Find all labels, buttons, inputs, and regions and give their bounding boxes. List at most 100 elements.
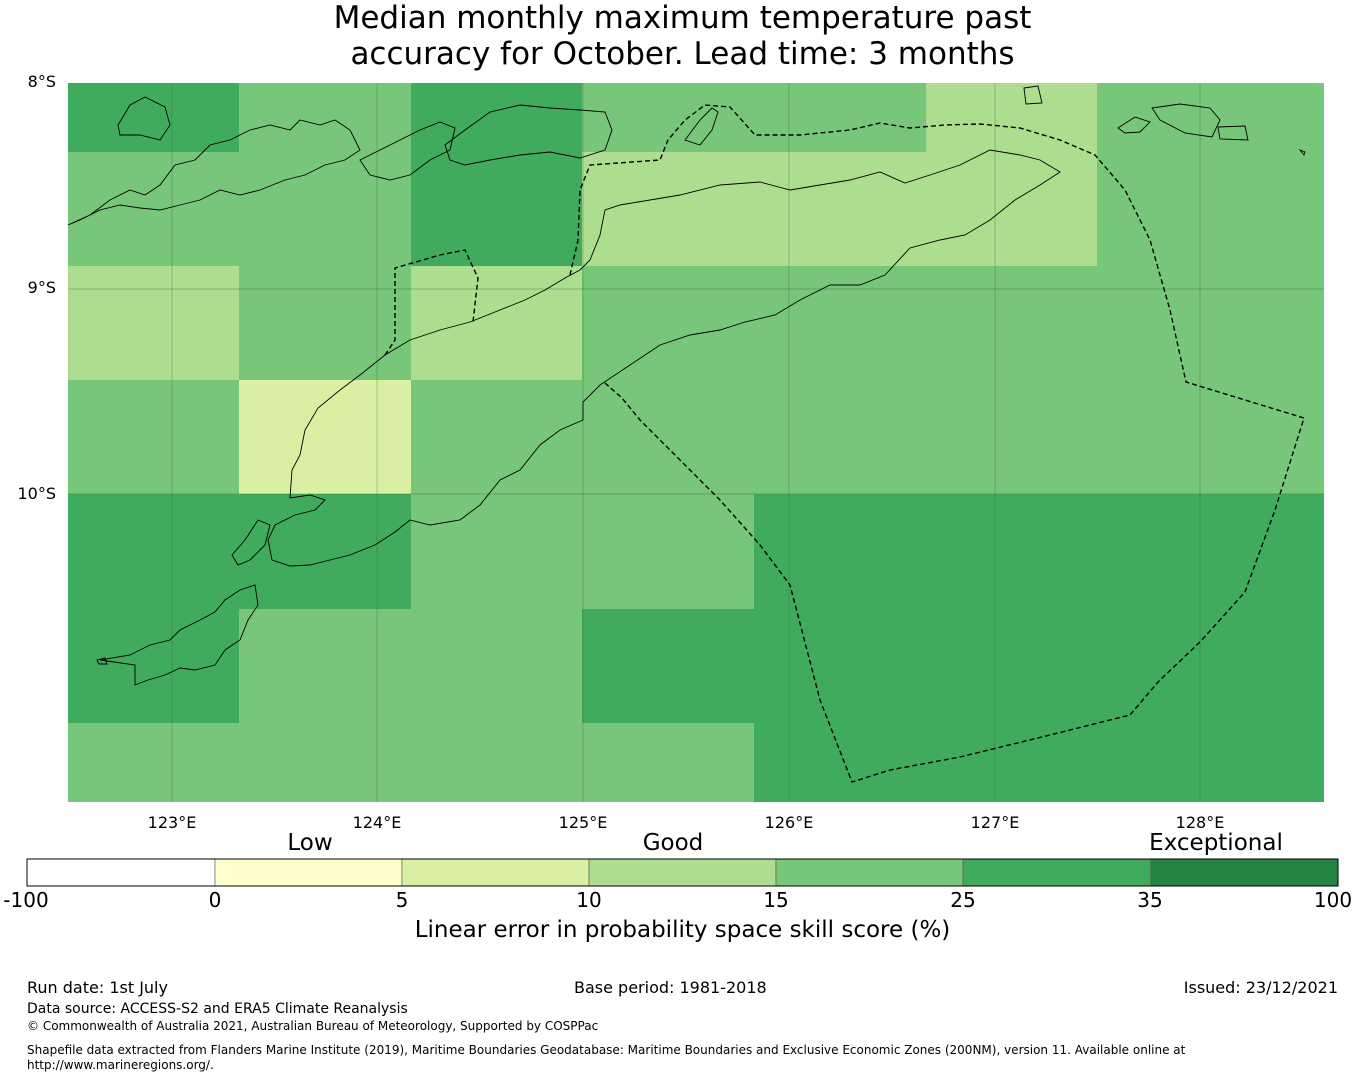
lat-label-8s: 8°S — [27, 72, 56, 91]
maritime-boundary — [384, 104, 1305, 783]
map-title: Median monthly maximum temperature past … — [0, 0, 1365, 72]
grid-cell — [754, 83, 926, 152]
category-exceptional: Exceptional — [1149, 830, 1283, 856]
grid-cell — [239, 609, 411, 723]
grid-cell — [926, 723, 1097, 802]
coastline-timor — [267, 149, 1061, 567]
grid-cell — [411, 494, 582, 609]
grid-cell — [754, 609, 926, 723]
title-line-1: Median monthly maximum temperature past — [333, 0, 1032, 36]
lon-label-127e: 127°E — [970, 813, 1020, 832]
grid-cell — [582, 723, 754, 802]
coastline-rote — [99, 584, 259, 686]
grid-cell — [411, 609, 582, 723]
coastline-flores — [67, 119, 361, 226]
gridlines — [68, 83, 1324, 802]
lon-label-125e: 125°E — [558, 813, 608, 832]
grid-cell — [68, 494, 239, 609]
grid-cell — [68, 83, 239, 152]
colorbar-segment — [962, 858, 1152, 887]
grid-cell — [754, 494, 926, 609]
grid-cell — [239, 266, 411, 380]
colorbar-tick: 5 — [395, 888, 409, 912]
grid-cell — [68, 380, 239, 494]
colorbar-tick: 100 — [1313, 888, 1353, 912]
colorbar-label: Linear error in probability space skill … — [414, 917, 951, 943]
grid-cell — [411, 83, 582, 152]
grid-cell — [926, 609, 1097, 723]
category-good: Good — [642, 830, 704, 856]
colorbar-tick: 15 — [763, 888, 789, 912]
grid-cell — [582, 380, 754, 494]
coastline-wetar — [444, 104, 613, 166]
colorbar-tick: 0 — [208, 888, 222, 912]
grid-cell — [582, 266, 754, 380]
lat-label-10s: 10°S — [17, 484, 56, 503]
grid-cell — [411, 723, 582, 802]
lon-label-126e: 126°E — [764, 813, 814, 832]
colorbar-tick: 10 — [576, 888, 602, 912]
grid-cell — [754, 723, 926, 802]
colorbar-segment — [26, 858, 216, 887]
grid-cell — [754, 380, 926, 494]
coastline-islet — [1023, 85, 1043, 105]
colorbar — [26, 858, 1339, 887]
colorbar-segment — [401, 858, 590, 887]
coastline-east-islands — [1117, 103, 1249, 141]
grid-cell — [239, 723, 411, 802]
grid-cell — [68, 266, 239, 380]
grid-cell — [1097, 152, 1324, 266]
grid-cell — [1097, 266, 1324, 380]
colorbar-segment — [588, 858, 777, 887]
base-period: Base period: 1981-2018 — [574, 978, 767, 997]
grid-cell — [411, 380, 582, 494]
lon-label-123e: 123°E — [147, 813, 197, 832]
shapefile-url: http://www.marineregions.org/. — [27, 1058, 214, 1072]
grid-cell — [1097, 380, 1324, 494]
coastline-atauro — [684, 107, 719, 146]
grid-cell — [239, 494, 411, 609]
colorbar-tick: 25 — [950, 888, 976, 912]
grid-cell — [1097, 83, 1324, 152]
coastlines — [67, 85, 1306, 686]
grid-cell — [68, 723, 239, 802]
colorbar-tick: 35 — [1137, 888, 1163, 912]
category-low: Low — [287, 830, 333, 856]
grid-cell — [239, 83, 411, 152]
grid-cell — [1097, 723, 1324, 802]
colorbar-segment — [214, 858, 403, 887]
colorbar-tick: -100 — [3, 888, 49, 912]
grid-cell — [1097, 609, 1324, 723]
lat-label-9s: 9°S — [27, 278, 56, 297]
grid-cell — [411, 152, 582, 266]
grid-cell — [1097, 494, 1324, 609]
shapefile-credit: Shapefile data extracted from Flanders M… — [27, 1043, 1186, 1057]
grid-cell — [582, 609, 754, 723]
grid-cell — [926, 83, 1097, 152]
colorbar-frame — [26, 858, 1339, 887]
coastline-pantar — [117, 96, 171, 141]
grid-cell — [239, 380, 411, 494]
lon-label-124e: 124°E — [352, 813, 402, 832]
grid-cell — [926, 152, 1097, 266]
title-line-2: accuracy for October. Lead time: 3 month… — [350, 36, 1015, 72]
run-date: Run date: 1st July — [27, 978, 168, 997]
coastline-islet-2 — [96, 148, 1306, 665]
coastline-island-small — [231, 519, 271, 566]
grid-cell — [926, 494, 1097, 609]
grid-cell — [926, 380, 1097, 494]
grid-cell — [926, 266, 1097, 380]
grid-cells — [68, 83, 1324, 802]
lon-label-128e: 128°E — [1175, 813, 1225, 832]
data-source: Data source: ACCESS-S2 and ERA5 Climate … — [27, 1001, 408, 1017]
grid-cell — [68, 609, 239, 723]
grid-cell — [754, 266, 926, 380]
copyright: © Commonwealth of Australia 2021, Austra… — [27, 1019, 599, 1033]
issued-date: Issued: 23/12/2021 — [1183, 978, 1338, 997]
grid-cell — [239, 152, 411, 266]
grid-cell — [582, 494, 754, 609]
grid-cell — [754, 152, 926, 266]
grid-cell — [582, 152, 754, 266]
colorbar-segment — [1150, 858, 1339, 887]
